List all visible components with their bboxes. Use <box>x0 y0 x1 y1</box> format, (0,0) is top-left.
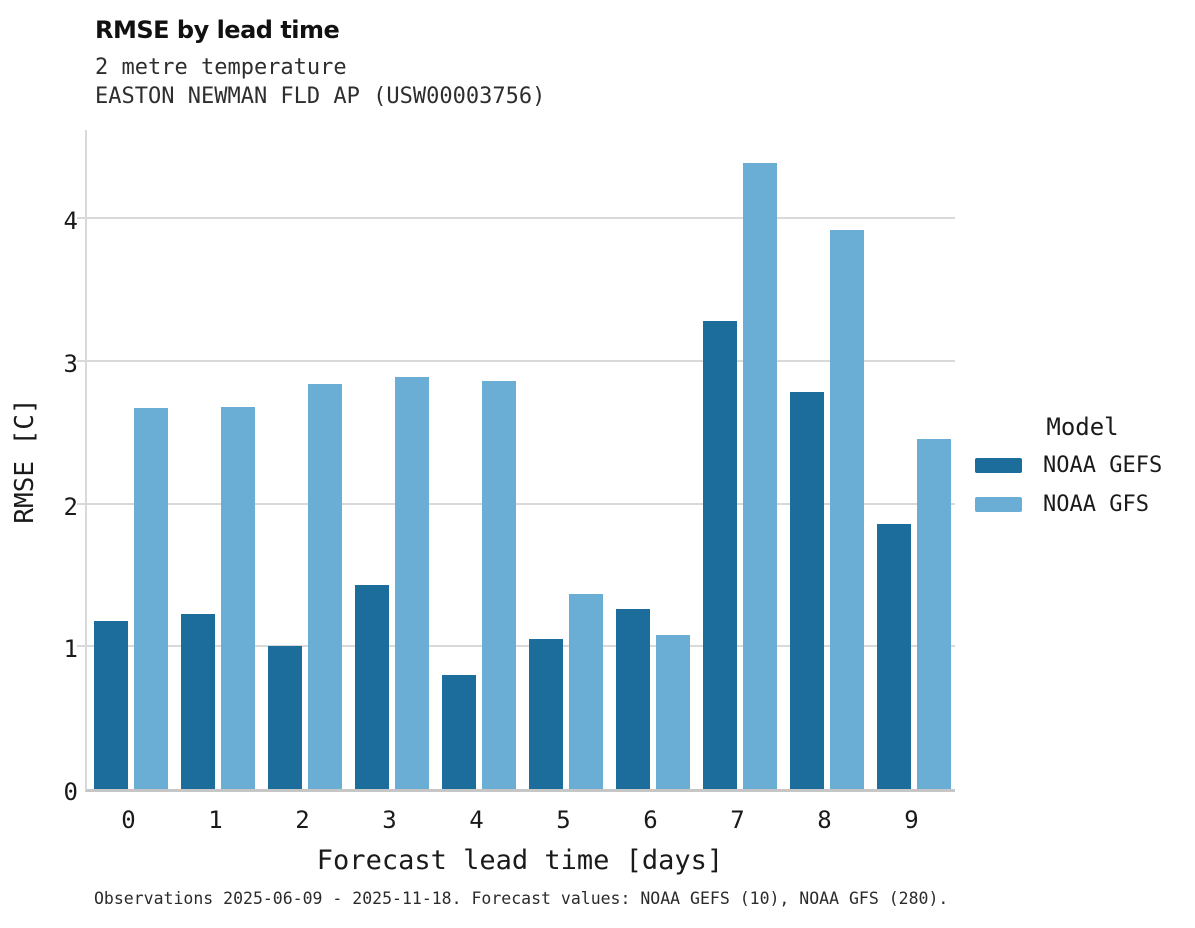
chart-header: RMSE by lead time 2 metre temperature EA… <box>95 16 545 111</box>
bar-noaa-gefs-day-0 <box>93 620 128 789</box>
y-tick-label-0: 0 <box>63 778 78 806</box>
y-tick-label-1: 1 <box>63 635 78 664</box>
bar-noaa-gfs-day-8 <box>829 229 864 789</box>
x-tick-label-4: 4 <box>469 806 484 834</box>
bar-noaa-gfs-day-9 <box>916 439 951 789</box>
legend-swatch-noaa-gfs <box>975 497 1022 512</box>
bar-noaa-gfs-day-2 <box>307 383 342 789</box>
y-tick-label-2: 2 <box>63 492 78 521</box>
gridline-y-3 <box>77 359 955 362</box>
x-tick-label-8: 8 <box>817 806 832 834</box>
gridline-y-2 <box>77 502 955 505</box>
legend: Model NOAA GEFS NOAA GFS <box>975 413 1190 531</box>
chart-subtitle-station: EASTON NEWMAN FLD AP (USW00003756) <box>95 84 546 109</box>
bar-noaa-gefs-day-2 <box>267 646 302 789</box>
bar-noaa-gefs-day-3 <box>354 584 389 789</box>
y-axis-title-text: RMSE [C] <box>10 398 40 524</box>
x-tick-label-9: 9 <box>904 806 919 834</box>
bar-noaa-gfs-day-6 <box>655 634 690 789</box>
x-tick-label-0: 0 <box>121 806 136 834</box>
bar-noaa-gfs-day-0 <box>133 408 168 789</box>
bar-noaa-gefs-day-4 <box>441 674 476 789</box>
x-tick-label-6: 6 <box>643 806 658 834</box>
x-tick-label-1: 1 <box>208 806 223 834</box>
bar-noaa-gefs-day-9 <box>876 523 911 789</box>
x-tick-label-3: 3 <box>382 806 397 834</box>
gridline-y-1 <box>77 645 955 648</box>
bar-noaa-gfs-day-4 <box>481 380 516 789</box>
bar-noaa-gefs-day-7 <box>702 321 737 789</box>
y-tick-label-4: 4 <box>63 207 78 236</box>
legend-swatch-noaa-gefs <box>975 458 1022 473</box>
x-axis: 0 1 2 3 4 5 6 7 8 9 <box>85 806 955 840</box>
legend-entry-noaa-gfs: NOAA GFS <box>975 492 1190 517</box>
x-axis-title: Forecast lead time [days] <box>316 845 724 876</box>
bar-noaa-gfs-day-1 <box>220 406 255 789</box>
legend-label-noaa-gefs: NOAA GEFS <box>1043 453 1163 478</box>
x-tick-label-2: 2 <box>295 806 310 834</box>
legend-title: Model <box>1046 413 1119 441</box>
x-tick-label-5: 5 <box>556 806 571 834</box>
chart-subtitle-variable: 2 metre temperature <box>95 55 347 80</box>
bar-noaa-gfs-day-7 <box>742 162 777 789</box>
y-axis: 0 1 2 3 4 <box>0 130 78 806</box>
legend-entry-noaa-gefs: NOAA GEFS <box>975 453 1190 478</box>
bar-noaa-gefs-day-6 <box>615 609 650 789</box>
bar-noaa-gfs-day-5 <box>568 593 603 789</box>
legend-label-noaa-gfs: NOAA GFS <box>1043 492 1149 517</box>
gridline-y-4 <box>77 217 955 220</box>
plot-area <box>77 130 955 792</box>
x-tick-label-7: 7 <box>730 806 745 834</box>
bar-noaa-gfs-day-3 <box>394 376 429 789</box>
y-tick-label-3: 3 <box>63 349 78 378</box>
bar-noaa-gefs-day-1 <box>180 613 215 789</box>
bar-noaa-gefs-day-5 <box>528 639 563 789</box>
chart-title: RMSE by lead time <box>95 16 340 44</box>
bar-noaa-gefs-day-8 <box>789 392 824 789</box>
footer-caption: Observations 2025-06-09 - 2025-11-18. Fo… <box>94 889 949 908</box>
